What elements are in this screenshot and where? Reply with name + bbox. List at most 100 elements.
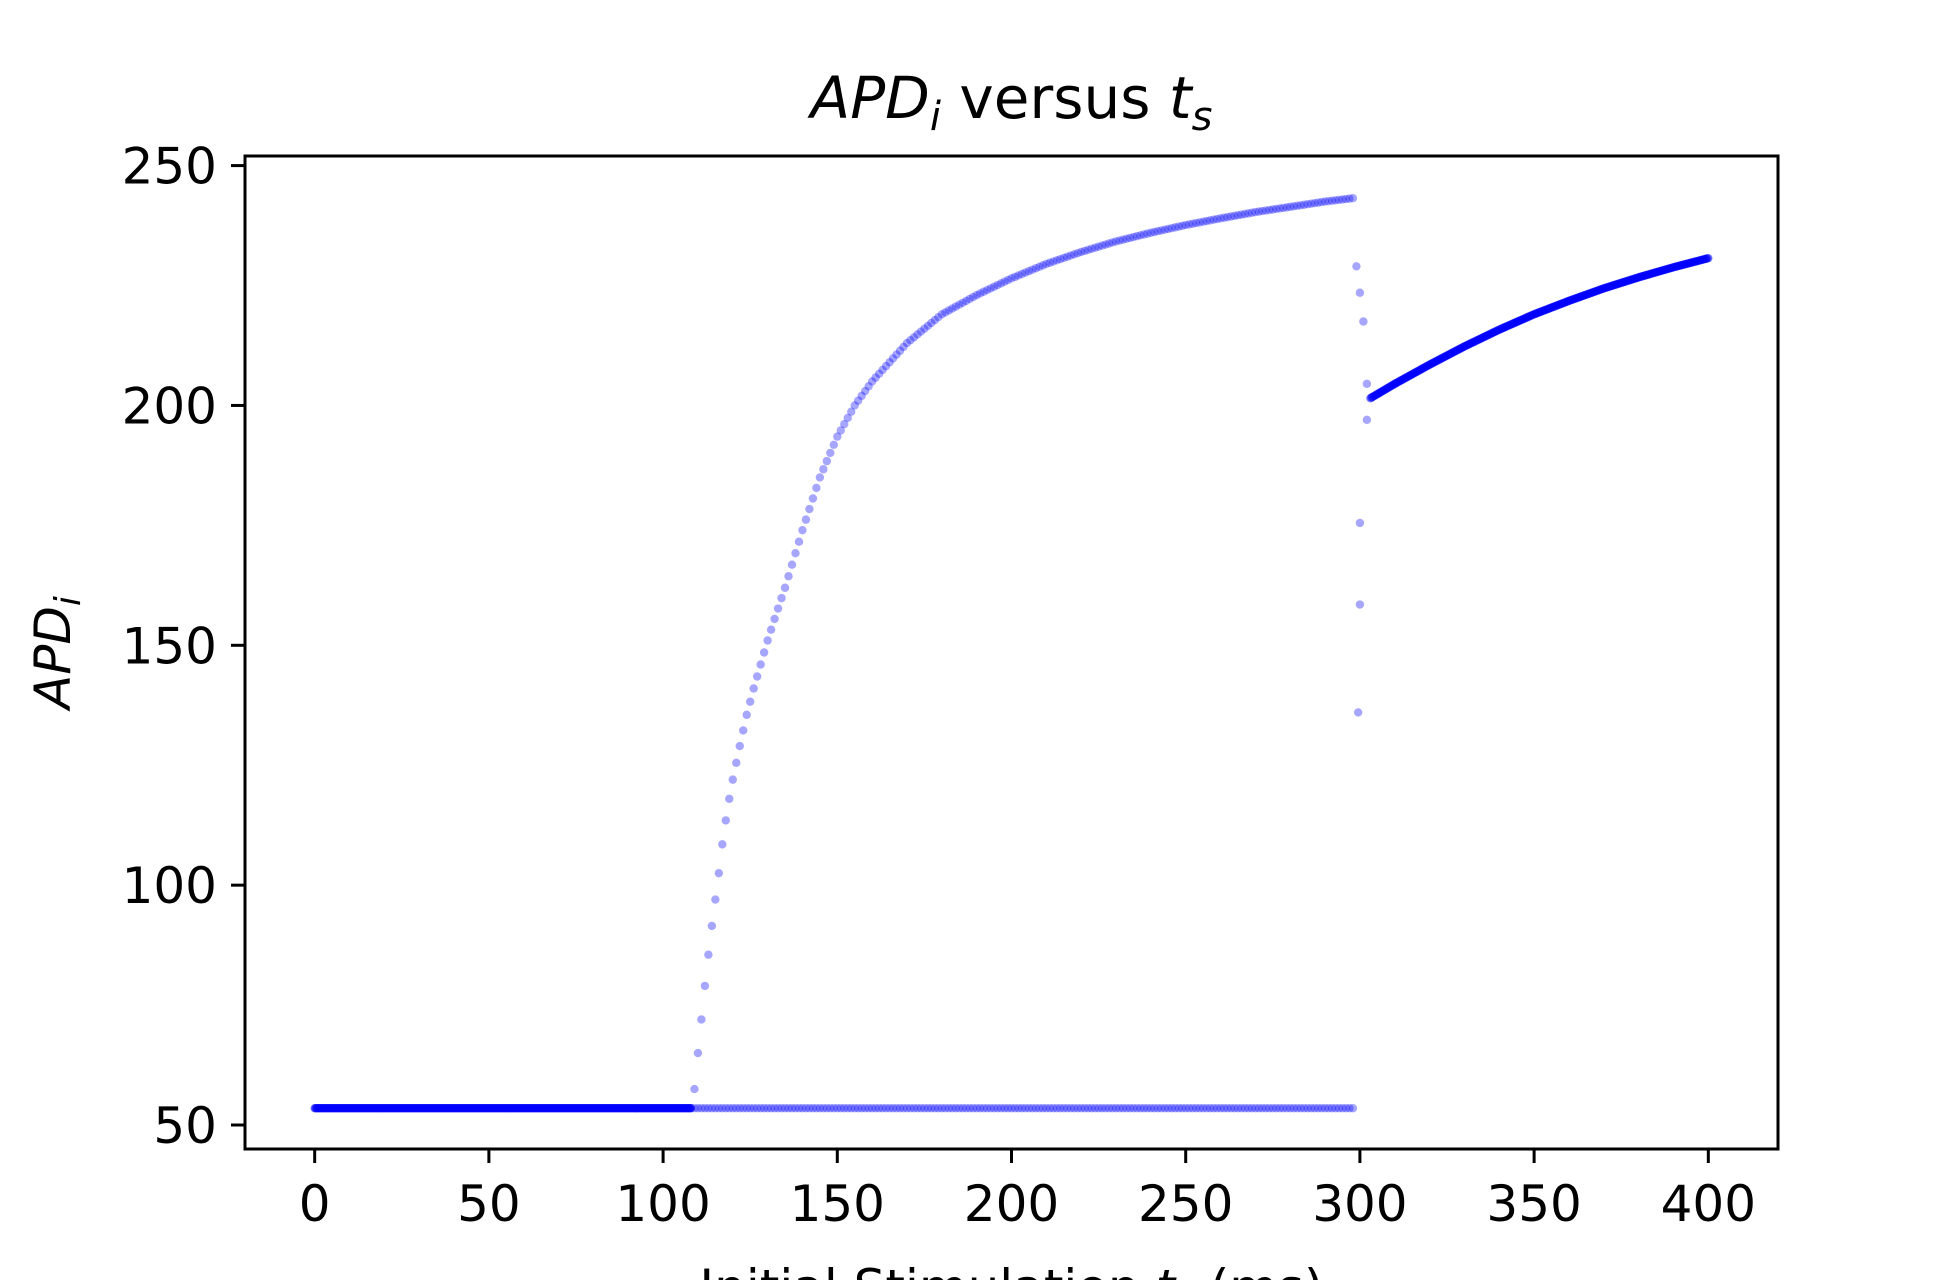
- data-point: [826, 1104, 835, 1113]
- data-point: [1031, 1104, 1041, 1113]
- data-point: [819, 465, 828, 474]
- data-point: [1470, 337, 1480, 346]
- data-point: [749, 1104, 758, 1113]
- data-point: [1599, 284, 1609, 293]
- data-point: [1689, 257, 1698, 267]
- data-point: [742, 1104, 751, 1113]
- data-point: [801, 1104, 811, 1113]
- data-point: [1261, 1104, 1271, 1113]
- data-point: [1447, 349, 1456, 358]
- data-point: [1456, 344, 1466, 353]
- data-point: [1407, 370, 1417, 379]
- data-point: [1482, 331, 1492, 340]
- data-point: [1437, 354, 1446, 363]
- data-point: [721, 1104, 730, 1113]
- data-point: [1533, 308, 1542, 318]
- data-point: [1681, 259, 1690, 269]
- data-point: [1563, 297, 1572, 306]
- data-point: [1475, 335, 1484, 344]
- data-point: [1370, 391, 1379, 400]
- data-point: [1296, 201, 1305, 210]
- data-point: [1612, 280, 1622, 289]
- data-point: [1656, 266, 1665, 276]
- data-point: [948, 304, 957, 313]
- x-tick-label: 350: [1486, 1175, 1581, 1233]
- data-point: [1380, 385, 1389, 395]
- data-point: [1139, 1104, 1149, 1113]
- data-point: [972, 1104, 981, 1113]
- data-point: [1579, 291, 1588, 300]
- data-point: [1414, 366, 1423, 376]
- data-point: [1031, 264, 1041, 273]
- data-point: [1150, 227, 1159, 237]
- data-point: [1676, 261, 1685, 270]
- data-point: [1671, 262, 1680, 272]
- data-point: [1377, 387, 1386, 396]
- data-point: [1550, 302, 1560, 311]
- data-point: [1695, 256, 1704, 265]
- data-point: [1650, 268, 1659, 278]
- data-point: [1028, 1104, 1037, 1113]
- data-point: [1391, 379, 1400, 388]
- data-point: [1597, 284, 1607, 294]
- x-tick-label: 200: [964, 1175, 1059, 1233]
- data-point: [1348, 194, 1358, 203]
- data-point: [1289, 1104, 1298, 1113]
- data-point: [1167, 1104, 1176, 1113]
- data-point: [1570, 294, 1580, 303]
- data-point: [962, 1104, 971, 1113]
- data-point: [1536, 307, 1546, 316]
- data-point: [982, 285, 992, 295]
- data-point: [1049, 1104, 1058, 1113]
- data-point: [951, 302, 960, 311]
- y-axis-ticks: 50 100 150 200 250: [122, 138, 245, 1155]
- data-point: [1556, 299, 1566, 309]
- data-point: [916, 1104, 926, 1113]
- data-point: [1367, 393, 1376, 402]
- data-point: [934, 312, 943, 322]
- data-point: [1618, 278, 1628, 287]
- data-point: [1275, 204, 1284, 213]
- data-point: [1216, 214, 1225, 223]
- data-point: [745, 1104, 755, 1113]
- data-point: [1460, 342, 1469, 351]
- data-point: [815, 473, 825, 482]
- data-point: [1561, 298, 1570, 307]
- data-point: [1101, 1104, 1110, 1113]
- data-point: [1701, 254, 1710, 264]
- data-point: [1334, 1104, 1344, 1113]
- data-point: [1569, 295, 1578, 304]
- data-point: [1111, 1104, 1121, 1113]
- data-point: [1607, 281, 1616, 291]
- data-point: [1592, 286, 1602, 296]
- data-point: [704, 1104, 713, 1113]
- data-point: [819, 1104, 828, 1113]
- data-point: [1636, 272, 1645, 282]
- data-point: [1585, 289, 1595, 298]
- data-point: [1108, 1104, 1117, 1113]
- data-point: [1499, 323, 1508, 332]
- data-point: [1529, 310, 1538, 319]
- data-point: [1265, 205, 1274, 215]
- data-point: [1539, 306, 1548, 315]
- data-point: [1432, 356, 1441, 366]
- data-point: [941, 308, 950, 317]
- data-point: [1635, 272, 1644, 282]
- data-point: [1582, 290, 1591, 299]
- data-point: [1583, 290, 1592, 299]
- data-point: [1684, 259, 1693, 268]
- data-point: [1542, 305, 1551, 314]
- y-tick-label: 200: [122, 377, 217, 435]
- data-point: [1494, 325, 1503, 335]
- data-point: [1580, 291, 1589, 300]
- data-point: [721, 816, 730, 825]
- data-point: [1559, 298, 1568, 308]
- data-point: [1448, 348, 1458, 357]
- data-point: [1596, 285, 1606, 294]
- data-point: [989, 282, 999, 291]
- data-point: [1590, 287, 1600, 296]
- data-point: [794, 1104, 804, 1113]
- data-point: [1505, 320, 1514, 330]
- data-point: [1367, 393, 1377, 402]
- data-point: [1348, 1104, 1358, 1113]
